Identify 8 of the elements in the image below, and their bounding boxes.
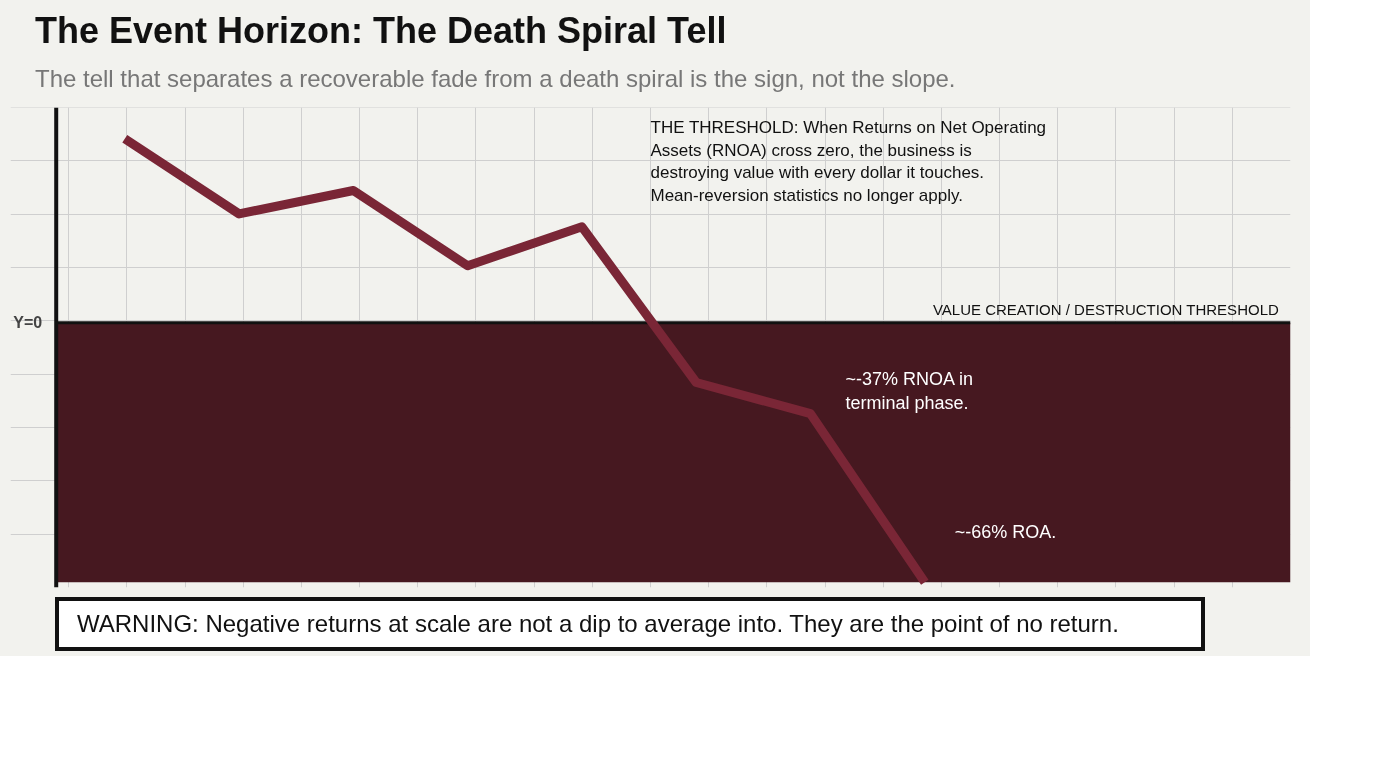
- chart-subtitle: The tell that separates a recoverable fade from a death spiral is the sign, not the slope.: [35, 64, 956, 95]
- annotation: ~-37% RNOA in terminal phase.: [845, 368, 974, 413]
- text: Y=0: [13, 314, 43, 332]
- chart-title: The Event Horizon: The Death Spiral Tell: [35, 9, 728, 53]
- annotation: THE THRESHOLD: When Returns on Net Operating Assets (RNOA) cross zero, the business is destroying value with every dollar it touches. Mean-reversion statistics no longer apply.: [650, 117, 1047, 205]
- text: WARNING: Negative returns at scale are not a dip to average into. They are the point of no return.: [55, 596, 1205, 651]
- text: VALUE CREATION / DESTRUCTION THRESHOLD: [932, 300, 1279, 318]
- annotation: ~-66% ROA.: [954, 522, 1057, 543]
